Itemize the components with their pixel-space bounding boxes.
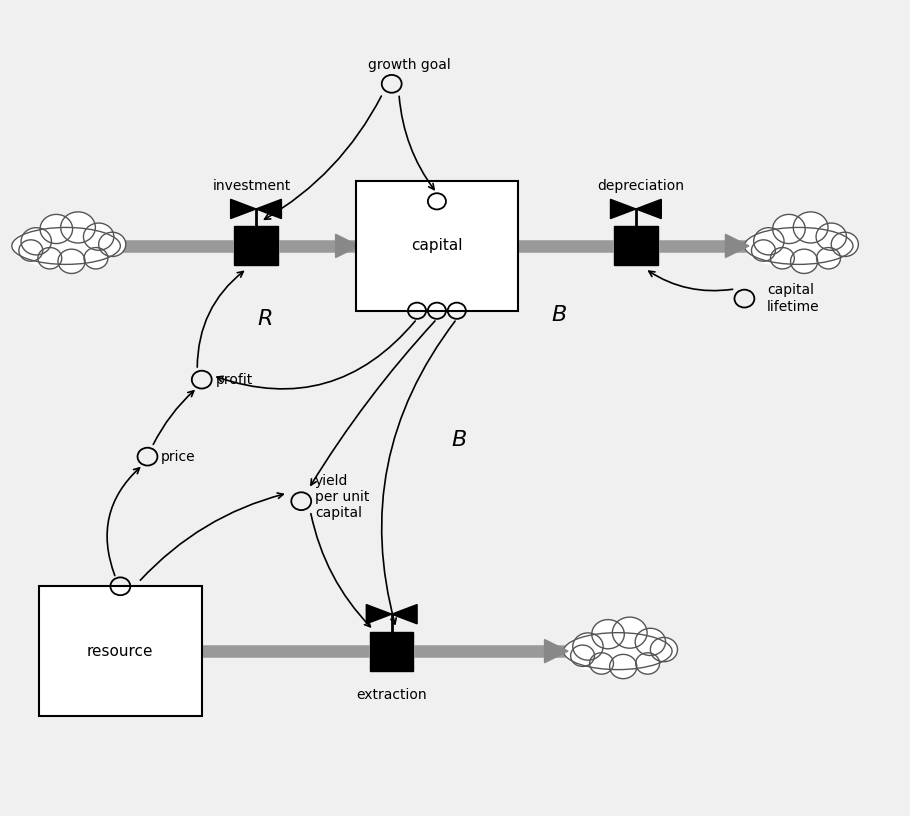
Circle shape [38, 247, 62, 269]
Circle shape [612, 617, 647, 648]
Circle shape [831, 233, 858, 256]
Circle shape [592, 619, 624, 649]
Text: investment: investment [212, 180, 290, 193]
Circle shape [571, 645, 594, 667]
Bar [614, 227, 658, 265]
Circle shape [816, 223, 846, 251]
Polygon shape [391, 605, 417, 623]
Circle shape [635, 628, 665, 655]
Circle shape [572, 633, 603, 660]
Circle shape [58, 249, 85, 273]
Polygon shape [544, 640, 568, 663]
Circle shape [752, 240, 775, 261]
Circle shape [791, 249, 818, 273]
Circle shape [753, 228, 784, 255]
Ellipse shape [563, 628, 672, 674]
Text: B: B [551, 305, 567, 325]
Polygon shape [256, 199, 281, 219]
Text: R: R [258, 308, 273, 329]
Polygon shape [336, 234, 359, 258]
Text: price: price [161, 450, 196, 463]
Circle shape [794, 212, 828, 243]
Text: capital
lifetime: capital lifetime [767, 283, 820, 313]
Polygon shape [725, 234, 749, 258]
Text: growth goal: growth goal [369, 58, 451, 72]
Circle shape [610, 654, 637, 679]
Bar [39, 587, 202, 716]
Polygon shape [230, 199, 256, 219]
Circle shape [21, 228, 52, 255]
Polygon shape [636, 199, 662, 219]
Text: yield
per unit
capital: yield per unit capital [315, 474, 369, 521]
Bar [234, 227, 278, 265]
Text: profit: profit [216, 373, 253, 387]
Text: depreciation: depreciation [597, 180, 684, 193]
Circle shape [19, 240, 43, 261]
Bar [356, 181, 519, 311]
Ellipse shape [744, 223, 853, 269]
Text: extraction: extraction [357, 688, 427, 702]
Polygon shape [367, 605, 391, 623]
Circle shape [651, 637, 677, 662]
Circle shape [636, 653, 660, 674]
Circle shape [590, 653, 613, 674]
Text: B: B [452, 430, 467, 450]
Circle shape [61, 212, 96, 243]
Circle shape [84, 247, 108, 269]
Text: capital: capital [411, 238, 462, 254]
Ellipse shape [12, 223, 120, 269]
Circle shape [84, 223, 114, 251]
Polygon shape [611, 199, 636, 219]
Circle shape [816, 247, 841, 269]
Circle shape [773, 215, 805, 243]
Bar [370, 632, 413, 671]
Circle shape [771, 247, 794, 269]
Circle shape [98, 233, 126, 256]
Circle shape [40, 215, 73, 243]
Text: resource: resource [87, 644, 154, 659]
